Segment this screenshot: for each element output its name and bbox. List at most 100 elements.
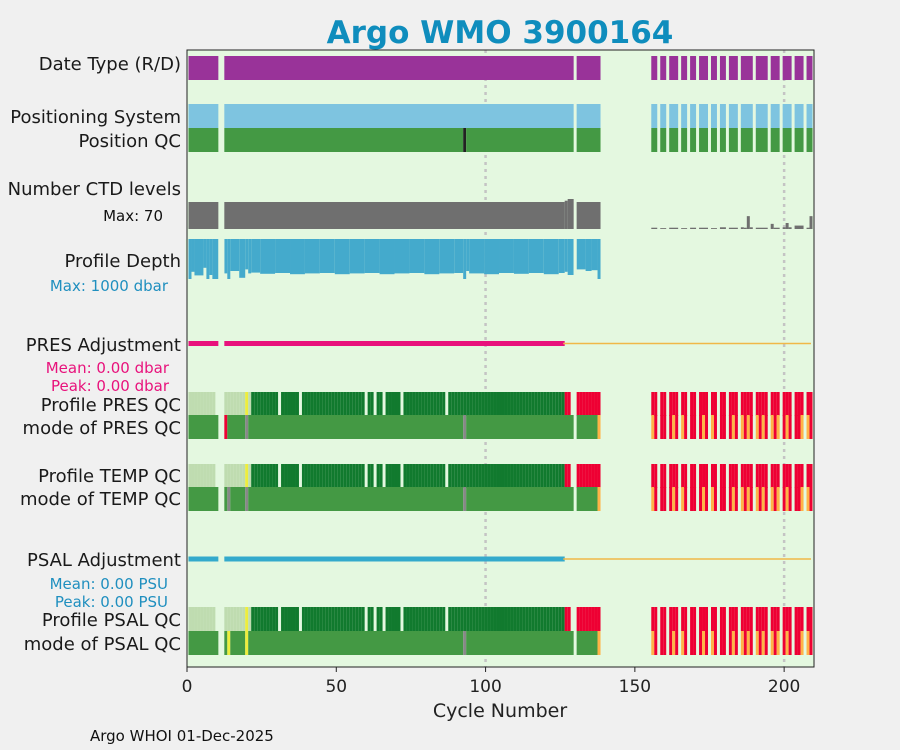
profile-temp-qc-cell <box>552 464 556 488</box>
profile-psal-qc-cell <box>746 607 750 631</box>
mode-pres-qc-cell <box>806 415 810 439</box>
data-type-bar <box>699 56 709 80</box>
mode-psal-qc-cell <box>248 631 464 655</box>
label-profile-pres-qc: Profile PRES QC <box>41 395 181 416</box>
data-type-bar <box>224 56 574 80</box>
profile-depth-bar <box>349 239 365 274</box>
profile-depth-bar <box>424 239 440 275</box>
profile-depth-bar <box>591 239 598 271</box>
profile-pres-qc-cell <box>740 392 744 416</box>
ctd-levels-bar <box>669 227 679 229</box>
profile-psal-qc-cell <box>421 607 425 631</box>
mode-psal-qc-cell <box>806 631 810 655</box>
mode-pres-qc-cell <box>188 415 219 439</box>
profile-temp-qc-cell <box>412 464 416 488</box>
profile-pres-qc-cell <box>325 392 329 416</box>
label-positioning-system: Positioning System <box>10 107 181 128</box>
mode-pres-qc-cell <box>728 415 732 439</box>
profile-pres-qc-cell <box>436 392 440 416</box>
profile-temp-qc-cell <box>537 464 541 488</box>
profile-psal-qc-cell <box>239 607 243 631</box>
label-profile-depth: Profile Depth <box>64 251 181 272</box>
profile-psal-qc-cell <box>349 607 353 631</box>
profile-temp-qc-cell <box>331 464 335 488</box>
mode-pres-qc-cell <box>764 415 768 439</box>
data-type-bar <box>755 56 768 80</box>
ctd-levels-bar <box>806 227 810 229</box>
profile-temp-qc-cell <box>472 464 476 488</box>
profile-temp-qc-cell <box>457 464 461 488</box>
profile-temp-qc-cell <box>469 464 473 488</box>
label-pres-adjustment: PRES Adjustment <box>26 335 181 356</box>
profile-psal-qc-cell <box>355 607 359 631</box>
profile-temp-qc-cell <box>713 464 717 488</box>
profile-temp-qc-cell <box>227 464 231 488</box>
mode-temp-qc-cell <box>749 487 753 511</box>
profile-psal-qc-cell <box>370 607 374 631</box>
mode-temp-qc-cell <box>705 487 709 511</box>
profile-depth-bar <box>513 239 529 274</box>
profile-psal-qc-cell <box>555 607 559 631</box>
x-tick-label: 0 <box>182 677 193 697</box>
mode-psal-qc-cell <box>463 631 467 655</box>
mode-temp-qc-cell <box>224 487 228 511</box>
profile-temp-qc-cell <box>755 464 759 488</box>
position-qc-bar <box>728 128 738 152</box>
profile-psal-qc-cell <box>481 607 485 631</box>
profile-temp-qc-cell <box>734 464 738 488</box>
mode-psal-qc-cell <box>654 631 658 655</box>
profile-psal-qc-cell <box>394 607 398 631</box>
profile-psal-qc-cell <box>475 607 479 631</box>
profile-psal-qc-cell <box>684 607 688 631</box>
profile-psal-qc-cell <box>245 607 249 631</box>
mode-psal-qc-cell <box>660 631 664 655</box>
profile-temp-qc-cell <box>391 464 395 488</box>
ctd-levels-bar <box>681 228 688 229</box>
profile-psal-qc-cell <box>409 607 413 631</box>
profile-psal-qc-cell <box>236 607 240 631</box>
mode-temp-qc-cell <box>776 487 780 511</box>
profile-temp-qc-cell <box>770 464 774 488</box>
profile-temp-qc-cell <box>746 464 750 488</box>
profile-temp-qc-cell <box>561 464 565 488</box>
profile-psal-qc-cell <box>734 607 738 631</box>
profile-pres-qc-cell <box>794 392 798 416</box>
profile-psal-qc-cell <box>224 607 228 631</box>
profile-pres-qc-cell <box>304 392 308 416</box>
mode-temp-qc-cell <box>773 487 777 511</box>
profile-temp-qc-cell <box>292 464 296 488</box>
mode-psal-qc-cell <box>785 631 789 655</box>
profile-temp-qc-cell <box>513 464 517 488</box>
profile-psal-qc-cell <box>301 607 305 631</box>
profile-pres-qc-cell <box>484 392 488 416</box>
profile-temp-qc-cell <box>427 464 431 488</box>
profile-temp-qc-cell <box>719 464 723 488</box>
profile-psal-qc-cell <box>499 607 502 631</box>
profile-psal-qc-cell <box>487 607 491 631</box>
profile-temp-qc-cell <box>549 464 553 488</box>
profile-temp-qc-cell <box>334 464 338 488</box>
profile-temp-qc-cell <box>555 464 559 488</box>
profile-psal-qc-cell <box>800 607 804 631</box>
profile-psal-qc-cell <box>540 607 544 631</box>
profile-psal-qc-cell <box>442 607 446 631</box>
position-qc-bar <box>719 128 726 152</box>
label-mode-pres-qc: mode of PRES QC <box>23 418 181 439</box>
profile-pres-qc-cell <box>510 392 514 416</box>
positioning-system-bar <box>576 104 601 128</box>
profile-psal-qc-cell <box>275 607 279 631</box>
profile-temp-qc-cell <box>567 464 571 488</box>
profile-temp-qc-cell <box>418 464 422 488</box>
profile-depth-bar <box>576 239 586 270</box>
profile-pres-qc-cell <box>355 392 359 416</box>
profile-pres-qc-cell <box>728 392 732 416</box>
profile-pres-qc-cell <box>188 392 192 416</box>
mode-temp-qc-cell <box>788 487 792 511</box>
mode-psal-qc-cell <box>245 631 249 655</box>
profile-pres-qc-cell <box>454 392 458 416</box>
profile-depth-bar <box>206 239 210 279</box>
profile-psal-qc-cell <box>764 607 768 631</box>
mode-temp-qc-cell <box>248 487 464 511</box>
profile-psal-qc-cell <box>525 607 529 631</box>
profile-pres-qc-cell <box>352 392 356 416</box>
